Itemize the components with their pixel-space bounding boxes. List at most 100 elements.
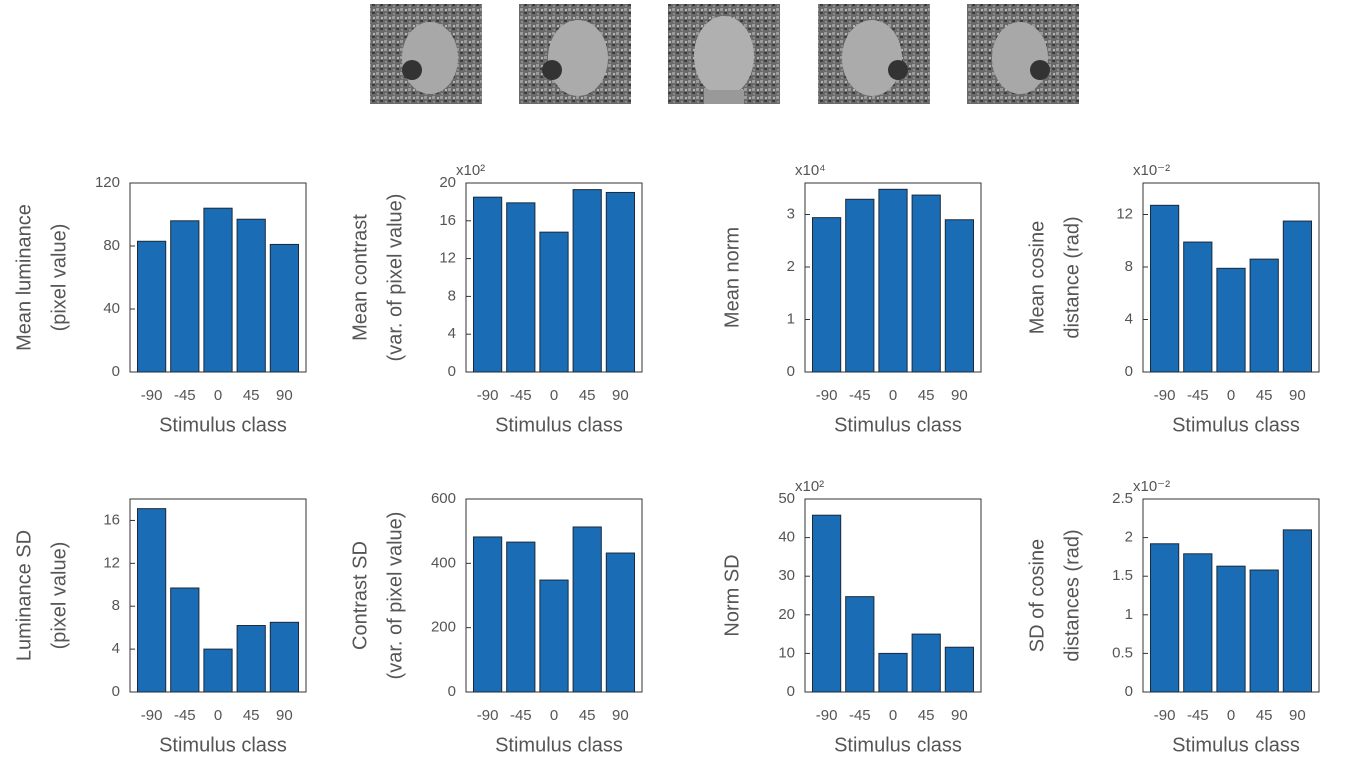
- bar: [1150, 544, 1178, 692]
- x-tick-label: 0: [1227, 707, 1235, 724]
- x-axis-label: Stimulus class: [834, 414, 962, 436]
- y-tick-label: 0: [1125, 363, 1133, 380]
- y-tick-label: 0.5: [1112, 644, 1133, 661]
- scale-label: x10⁻²: [1133, 162, 1170, 179]
- y-axis-label: Mean luminance: [13, 204, 35, 351]
- x-tick-label: -45: [174, 387, 196, 404]
- y-axis-label: (var. of pixel value): [384, 194, 406, 362]
- y-axis-label: Mean norm: [721, 227, 743, 328]
- face-image: [818, 4, 930, 104]
- y-axis-label: (pixel value): [48, 542, 70, 650]
- y-tick-label: 40: [778, 529, 795, 546]
- y-tick-label: 1: [1125, 606, 1133, 623]
- bar: [204, 208, 232, 372]
- y-tick-label: 12: [1116, 205, 1133, 222]
- bar: [237, 626, 265, 692]
- y-tick-label: 16: [103, 511, 120, 528]
- x-tick-label: -90: [477, 707, 499, 724]
- x-tick-label: -45: [1187, 707, 1209, 724]
- x-tick-label: -90: [141, 387, 163, 404]
- y-tick-label: 1: [787, 310, 795, 327]
- bar: [1250, 259, 1278, 372]
- face-image: [370, 4, 482, 104]
- x-tick-label: -90: [1154, 387, 1176, 404]
- face-image: [967, 4, 1079, 104]
- y-axis-label: Mean contrast: [349, 214, 371, 341]
- y-axis-label: distance (rad): [1061, 216, 1083, 338]
- bar: [473, 197, 501, 372]
- face-image: [519, 4, 631, 104]
- bar: [1283, 221, 1311, 372]
- bar: [606, 192, 634, 372]
- y-tick-label: 80: [103, 237, 120, 254]
- y-tick-label: 12: [103, 554, 120, 571]
- bar: [1184, 242, 1212, 372]
- bar: [912, 195, 940, 372]
- x-tick-label: 90: [951, 387, 968, 404]
- y-tick-label: 10: [778, 644, 795, 661]
- figure: 04080120-90-4504590Stimulus classMean lu…: [0, 0, 1348, 763]
- y-tick-label: 8: [1125, 258, 1133, 275]
- stimulus-images: [370, 4, 1079, 104]
- bar: [1150, 205, 1178, 372]
- x-axis-label: Stimulus class: [1172, 414, 1300, 436]
- x-tick-label: 90: [276, 387, 293, 404]
- bar: [879, 653, 907, 692]
- x-tick-label: 45: [1256, 707, 1273, 724]
- scale-label: x10⁴: [795, 162, 826, 179]
- x-tick-label: -90: [816, 707, 838, 724]
- face-image: [668, 4, 780, 104]
- y-tick-label: 4: [448, 325, 456, 342]
- x-tick-label: 45: [1256, 387, 1273, 404]
- x-tick-label: -45: [510, 387, 532, 404]
- y-tick-label: 0: [787, 363, 795, 380]
- y-tick-label: 12: [439, 250, 456, 267]
- x-tick-label: 90: [276, 707, 293, 724]
- bar: [540, 232, 568, 372]
- x-tick-label: 45: [243, 707, 260, 724]
- x-tick-label: 90: [951, 707, 968, 724]
- y-tick-label: 3: [787, 205, 795, 222]
- y-tick-label: 0: [787, 683, 795, 700]
- y-tick-label: 20: [439, 174, 456, 191]
- x-tick-label: 0: [550, 707, 558, 724]
- scale-label: x10⁻²: [1133, 478, 1170, 495]
- bar: [270, 244, 298, 372]
- x-tick-label: -90: [1154, 707, 1176, 724]
- x-tick-label: -90: [141, 707, 163, 724]
- y-tick-label: 4: [112, 640, 120, 657]
- bar: [237, 219, 265, 372]
- x-axis-label: Stimulus class: [159, 734, 287, 756]
- bar: [846, 199, 874, 372]
- y-tick-label: 0: [112, 683, 120, 700]
- bar: [812, 218, 840, 372]
- x-tick-label: -45: [849, 387, 871, 404]
- y-tick-label: 20: [778, 606, 795, 623]
- y-tick-label: 600: [431, 490, 456, 507]
- bar: [1250, 570, 1278, 692]
- bar: [1217, 566, 1245, 692]
- scale-label: x10²: [456, 162, 485, 179]
- bar: [507, 203, 535, 372]
- y-tick-label: 400: [431, 554, 456, 571]
- x-tick-label: -45: [174, 707, 196, 724]
- x-tick-label: 90: [612, 387, 629, 404]
- x-axis-label: Stimulus class: [495, 734, 623, 756]
- x-tick-label: 0: [214, 707, 222, 724]
- y-axis-label: Mean cosine: [1026, 221, 1048, 334]
- x-tick-label: -90: [477, 387, 499, 404]
- y-axis-label: Contrast SD: [349, 541, 371, 650]
- bar: [945, 220, 973, 372]
- y-tick-label: 40: [103, 300, 120, 317]
- y-tick-label: 120: [95, 174, 120, 191]
- bar: [812, 515, 840, 692]
- x-tick-label: 45: [918, 387, 935, 404]
- x-tick-label: 45: [243, 387, 260, 404]
